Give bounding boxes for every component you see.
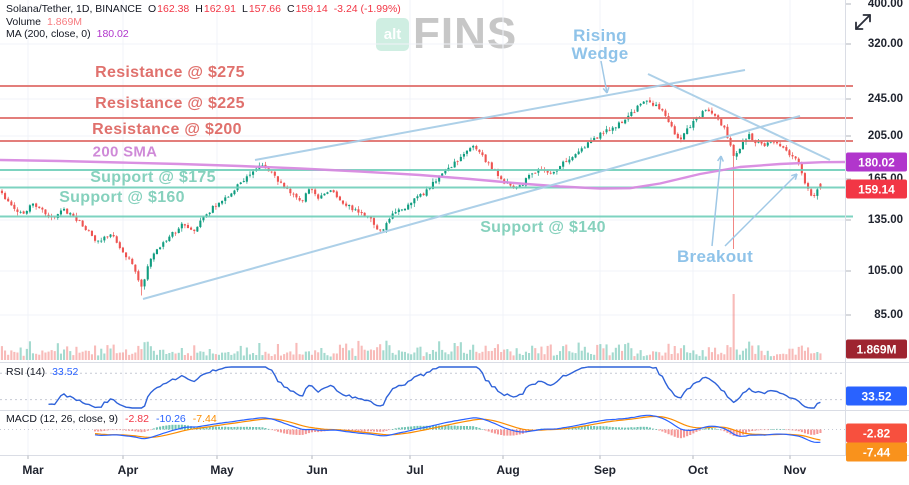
volume-row[interactable]: Volume 1.869M xyxy=(6,16,401,29)
time-axis-label: Mar xyxy=(22,463,44,477)
ma-value: 180.02 xyxy=(96,28,129,40)
trendlines xyxy=(142,60,831,300)
volume-badge: 1.869M xyxy=(846,339,907,359)
macd-hist-badge: -2.82 xyxy=(846,423,907,443)
pane-separators xyxy=(0,0,909,459)
resistance-200-label[interactable]: Resistance @ $200 xyxy=(92,121,242,138)
breakout-label[interactable]: Breakout xyxy=(676,247,754,266)
resistance-275-label[interactable]: Resistance @ $275 xyxy=(95,64,245,81)
macd-pane xyxy=(0,414,845,444)
sma-200-line xyxy=(0,158,846,190)
altfins-logo-icon: alt xyxy=(376,17,409,51)
price-axis-label: 105.00 xyxy=(867,265,903,277)
altfins-logo-text: FINS xyxy=(413,9,518,58)
price-axis-label: 85.00 xyxy=(874,309,903,321)
volume-label: Volume xyxy=(6,15,42,28)
altfins-watermark: alt FINS xyxy=(376,9,518,58)
sma-200-label[interactable]: 200 SMA xyxy=(92,143,158,161)
rsi-pane xyxy=(0,366,845,409)
low-value: L 157.66 xyxy=(242,3,281,15)
high-value: H 162.91 xyxy=(195,3,236,15)
maximize-icon xyxy=(855,14,871,30)
price-axis-label: 400.00 xyxy=(867,0,903,10)
ohlc-row[interactable]: Solana/Tether, 1D, BINANCE O 162.38 H 162.… xyxy=(6,3,401,16)
resistance-225-label[interactable]: Resistance @ $225 xyxy=(95,95,245,112)
time-axis-label: May xyxy=(210,463,234,477)
rsi-badge: 33.52 xyxy=(846,386,907,406)
time-axis-label: Sep xyxy=(593,463,617,477)
breakout-arrow-2 xyxy=(724,173,798,247)
descending-line xyxy=(647,73,831,161)
macd-legend[interactable]: MACD (12, 26, close, 9) -2.82 -10.26 -7.… xyxy=(6,413,217,425)
open-value: O 162.38 xyxy=(147,3,190,15)
close-value: C 159.14 xyxy=(286,3,328,15)
wedge-upper-line xyxy=(254,69,746,161)
support-175-label[interactable]: Support @ $175 xyxy=(90,169,216,186)
rsi-line xyxy=(48,366,821,409)
ma-value-badge: 180.02 xyxy=(846,152,907,172)
rsi-value: 33.52 xyxy=(52,366,79,378)
ma-row[interactable]: MA (200, close, 0) 180.02 xyxy=(6,28,401,41)
macd-signal-line xyxy=(94,415,821,441)
symbol-legend: Solana/Tether, 1D, BINANCE O 162.38 H 162.… xyxy=(6,3,401,41)
time-axis-label: Apr xyxy=(117,463,139,477)
sma-layer xyxy=(0,158,846,190)
rising-wedge-arrow xyxy=(600,60,608,94)
macd-signal-value: -7.44 xyxy=(192,413,217,425)
volume-bars xyxy=(0,294,822,360)
time-axis-label: Jun xyxy=(306,463,328,477)
price-axis-label: 135.00 xyxy=(867,214,903,226)
wedge-lower-line xyxy=(142,115,801,300)
price-axis-label: 320.00 xyxy=(867,38,903,50)
sr-levels xyxy=(0,85,853,218)
macd-hist-value: -2.82 xyxy=(125,413,149,425)
price-axis-label: 245.00 xyxy=(867,93,903,105)
support-140-label[interactable]: Support @ $140 xyxy=(480,219,606,236)
time-axis-label: Jul xyxy=(406,463,424,477)
support-160-label[interactable]: Support @ $160 xyxy=(59,189,185,206)
time-axis-label: Aug xyxy=(496,463,520,477)
breakout-arrow-1 xyxy=(711,155,722,247)
time-axis-label: Oct xyxy=(687,463,709,477)
last-price-badge: 159.14 xyxy=(846,179,907,199)
macd-line xyxy=(94,414,821,444)
time-axis-label: Nov xyxy=(783,463,807,477)
rising-wedge-label-2[interactable]: Wedge xyxy=(571,44,629,63)
rising-wedge-label[interactable]: Rising xyxy=(573,26,627,45)
price-axis-label: 205.00 xyxy=(867,130,903,142)
rsi-legend[interactable]: RSI (14) 33.52 xyxy=(6,366,78,378)
volume-value: 1.869M xyxy=(47,15,83,28)
macd-line-value: -10.26 xyxy=(155,413,186,425)
maximize-button[interactable] xyxy=(851,10,875,34)
candles xyxy=(0,97,822,296)
ma-label: MA (200, close, 0) xyxy=(6,28,91,40)
rsi-label[interactable]: RSI (14) xyxy=(6,366,46,378)
gridlines xyxy=(0,0,845,455)
macd-signal-badge: -7.44 xyxy=(846,442,907,462)
macd-label[interactable]: MACD (12, 26, close, 9) xyxy=(6,413,119,425)
symbol-title[interactable]: Solana/Tether, 1D, BINANCE xyxy=(6,3,142,15)
change-value: -3.24 (-1.99%) xyxy=(333,3,401,15)
